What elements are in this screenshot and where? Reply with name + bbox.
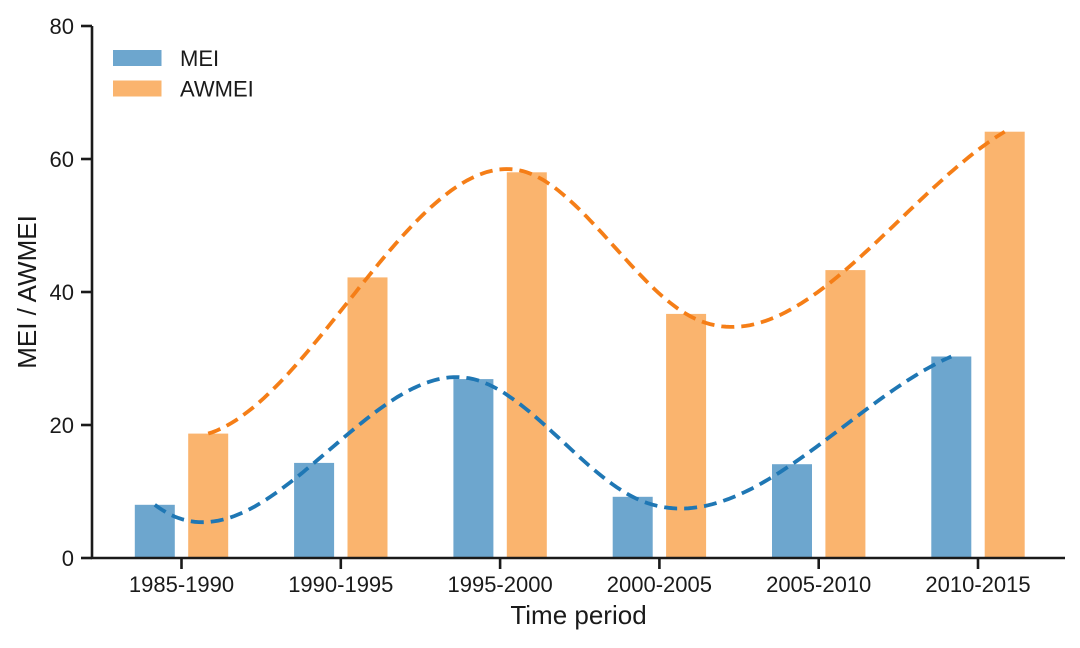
- x-tick-label: 1990-1995: [288, 572, 393, 597]
- legend-swatch-mei: [113, 50, 162, 66]
- x-tick-label: 2005-2010: [766, 572, 871, 597]
- bar-awmei-2010-2015: [984, 131, 1025, 558]
- legend: MEI AWMEI: [113, 46, 254, 102]
- bar-mei-2010-2015: [931, 356, 972, 558]
- y-tick-label: 80: [50, 14, 74, 39]
- bar-mei-1985-1990: [134, 504, 175, 558]
- bar-mei-2005-2010: [772, 464, 812, 558]
- bar-awmei-1995-2000: [506, 172, 547, 559]
- bar-mei-2000-2005: [612, 496, 653, 558]
- x-axis-title: Time period: [510, 600, 646, 630]
- legend-label-mei: MEI: [180, 46, 219, 71]
- legend-swatch-awmei: [113, 80, 162, 97]
- bar-mei-1995-2000: [453, 379, 494, 558]
- trend-line-mei: [153, 354, 953, 525]
- bar-mei-1990-1995: [294, 462, 335, 558]
- axes-group: 0 20 40 60 80 1985-1990 1990-1995 1995-2000 2000…: [12, 14, 1065, 630]
- bar-awmei-1985-1990: [188, 433, 229, 558]
- x-tick-label: 2000-2005: [607, 572, 712, 597]
- axis-spine: [90, 26, 1065, 560]
- x-tick-label: 1995-2000: [447, 572, 552, 597]
- y-tick-label: 40: [50, 280, 74, 305]
- x-tick-label: 1985-1990: [129, 572, 234, 597]
- x-tick-label: 2010-2015: [925, 572, 1030, 597]
- y-tick-label: 60: [50, 147, 74, 172]
- y-axis-title: MEI / AWMEI: [12, 215, 42, 369]
- trend-lines-group: [153, 130, 1006, 525]
- bar-awmei-2000-2005: [666, 313, 707, 558]
- y-tick-label: 20: [50, 413, 74, 438]
- bars-group: [134, 131, 1025, 559]
- y-tick-label: 0: [62, 546, 74, 571]
- trend-line-awmei: [207, 130, 1006, 436]
- legend-label-awmei: AWMEI: [180, 77, 254, 102]
